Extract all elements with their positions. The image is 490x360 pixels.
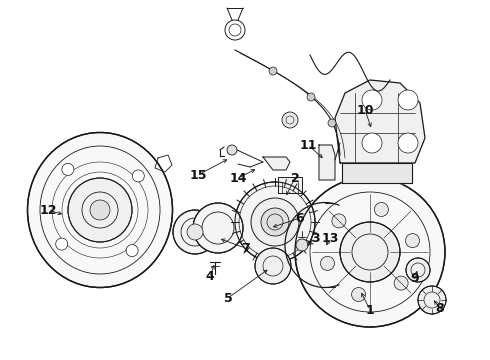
Polygon shape <box>342 163 412 183</box>
Text: 1: 1 <box>366 303 374 316</box>
Text: 8: 8 <box>436 302 444 315</box>
Text: 10: 10 <box>356 104 374 117</box>
Circle shape <box>126 244 138 257</box>
Circle shape <box>227 145 237 155</box>
Text: 2: 2 <box>291 171 299 185</box>
Polygon shape <box>335 80 425 163</box>
Text: 6: 6 <box>295 212 304 225</box>
Circle shape <box>320 256 335 270</box>
Circle shape <box>340 222 400 282</box>
Circle shape <box>406 258 430 282</box>
Circle shape <box>261 208 289 236</box>
Polygon shape <box>319 145 335 180</box>
Circle shape <box>255 248 291 284</box>
Polygon shape <box>278 177 302 193</box>
Circle shape <box>394 276 408 290</box>
Circle shape <box>62 163 74 175</box>
Circle shape <box>187 224 203 240</box>
Circle shape <box>332 214 346 228</box>
Text: 5: 5 <box>223 292 232 305</box>
Text: 3: 3 <box>311 231 319 244</box>
Text: 14: 14 <box>229 171 247 185</box>
Circle shape <box>282 112 298 128</box>
Circle shape <box>296 239 308 251</box>
Circle shape <box>352 288 366 302</box>
Circle shape <box>193 203 243 253</box>
Text: 9: 9 <box>411 271 419 284</box>
Circle shape <box>398 133 418 153</box>
Circle shape <box>295 177 445 327</box>
Text: 12: 12 <box>39 203 57 216</box>
Circle shape <box>90 200 110 220</box>
Circle shape <box>362 133 382 153</box>
Circle shape <box>68 178 132 242</box>
Circle shape <box>406 234 419 248</box>
Circle shape <box>418 286 446 314</box>
Circle shape <box>398 90 418 110</box>
Text: 4: 4 <box>206 270 215 284</box>
Text: 11: 11 <box>299 139 317 152</box>
Circle shape <box>132 170 144 182</box>
Circle shape <box>374 202 389 216</box>
Ellipse shape <box>27 132 172 288</box>
Circle shape <box>251 198 299 246</box>
Circle shape <box>362 90 382 110</box>
Circle shape <box>269 67 277 75</box>
Circle shape <box>56 238 68 250</box>
Polygon shape <box>263 157 290 170</box>
Circle shape <box>173 210 217 254</box>
Circle shape <box>307 93 315 101</box>
Text: 13: 13 <box>321 231 339 244</box>
Circle shape <box>235 182 315 262</box>
Text: 15: 15 <box>189 168 207 181</box>
Text: 7: 7 <box>241 242 249 255</box>
Circle shape <box>328 119 336 127</box>
